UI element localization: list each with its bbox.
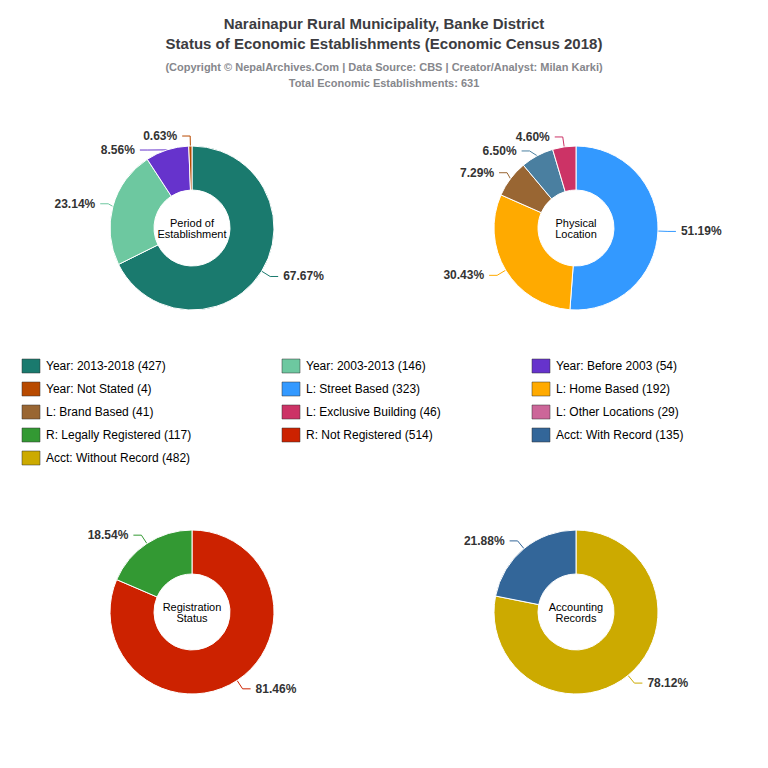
svg-text:Period of: Period of	[170, 216, 214, 229]
svg-text:0.63%: 0.63%	[143, 129, 177, 143]
svg-text:78.12%: 78.12%	[647, 676, 688, 690]
svg-text:Physical: Physical	[555, 216, 597, 229]
svg-text:Year: 2003-2013 (146): Year: 2003-2013 (146)	[306, 359, 426, 373]
svg-text:Year: Before 2003 (54): Year: Before 2003 (54)	[556, 359, 677, 373]
svg-text:Location: Location	[555, 228, 597, 240]
svg-text:67.67%: 67.67%	[283, 269, 324, 283]
svg-text:81.46%: 81.46%	[256, 682, 297, 696]
svg-text:L: Home Based (192): L: Home Based (192)	[556, 382, 670, 396]
svg-text:L: Other Locations (29): L: Other Locations (29)	[556, 405, 679, 419]
svg-text:Year: 2013-2018 (427): Year: 2013-2018 (427)	[46, 359, 166, 373]
svg-text:Establishment: Establishment	[157, 228, 226, 240]
svg-text:Narainapur Rural Municipality,: Narainapur Rural Municipality, Banke Dis…	[224, 15, 545, 32]
svg-text:6.50%: 6.50%	[483, 144, 517, 158]
svg-text:Year: Not Stated (4): Year: Not Stated (4)	[46, 382, 152, 396]
svg-text:L: Street Based (323): L: Street Based (323)	[306, 382, 420, 396]
svg-text:Acct: Without Record (482): Acct: Without Record (482)	[46, 451, 190, 465]
svg-text:Acct: With Record (135): Acct: With Record (135)	[556, 428, 683, 442]
svg-text:23.14%: 23.14%	[55, 197, 96, 211]
svg-text:18.54%: 18.54%	[88, 528, 129, 542]
svg-text:Registration: Registration	[162, 600, 222, 613]
svg-text:Records: Records	[556, 612, 597, 624]
svg-text:30.43%: 30.43%	[443, 268, 484, 282]
svg-text:4.60%: 4.60%	[516, 130, 550, 144]
svg-text:8.56%: 8.56%	[101, 143, 135, 157]
svg-text:L: Brand Based (41): L: Brand Based (41)	[46, 405, 153, 419]
svg-text:Status: Status	[176, 612, 208, 624]
svg-text:7.29%: 7.29%	[460, 166, 494, 180]
svg-text:51.19%: 51.19%	[681, 224, 722, 238]
svg-text:Status of Economic Establishme: Status of Economic Establishments (Econo…	[166, 35, 603, 52]
svg-text:Total Economic Establishments:: Total Economic Establishments: 631	[289, 77, 480, 89]
svg-text:L: Exclusive Building (46): L: Exclusive Building (46)	[306, 405, 441, 419]
svg-text:Accounting: Accounting	[548, 600, 604, 613]
svg-text:R: Legally Registered (117): R: Legally Registered (117)	[46, 428, 191, 442]
svg-text:R: Not Registered (514): R: Not Registered (514)	[306, 428, 433, 442]
svg-text:(Copyright © NepalArchives.Com: (Copyright © NepalArchives.Com | Data So…	[165, 61, 603, 73]
svg-text:21.88%: 21.88%	[464, 534, 505, 548]
